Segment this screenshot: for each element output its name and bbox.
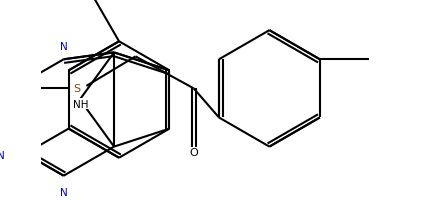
Text: N: N [60, 187, 68, 197]
Text: N: N [0, 151, 4, 161]
Text: NH: NH [73, 99, 88, 109]
Text: S: S [74, 84, 81, 94]
Text: N: N [60, 42, 68, 52]
Text: O: O [189, 148, 198, 158]
